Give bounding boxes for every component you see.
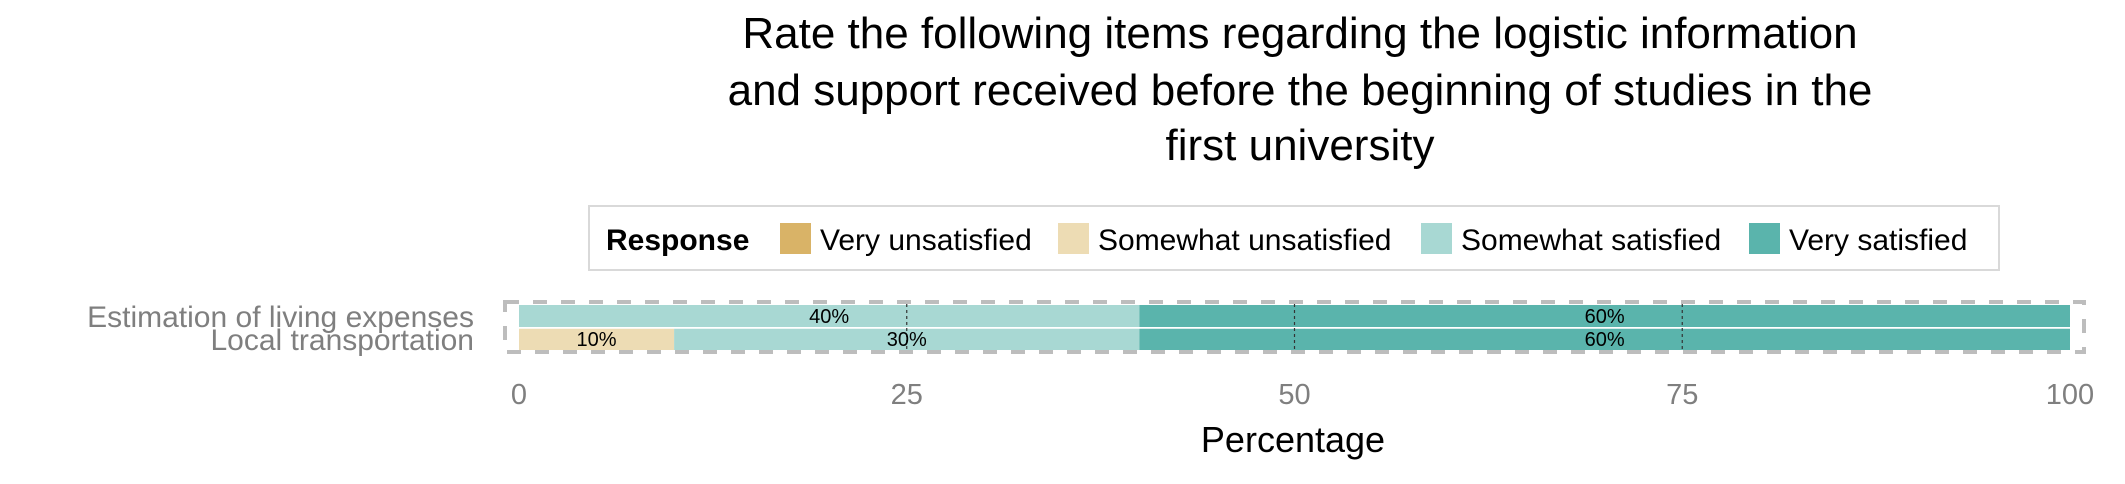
legend-swatch-somewhat-satisfied — [1421, 223, 1452, 254]
panel-border — [503, 300, 2086, 354]
bar-segment-very-satisfied — [1139, 305, 2070, 327]
x-tick-label: 100 — [2046, 379, 2094, 411]
data-label: 30% — [887, 329, 927, 351]
chart-title-line-3: first university — [1166, 121, 1435, 170]
chart-title: Rate the following items regarding the l… — [728, 9, 1873, 170]
x-tick-label: 0 — [511, 379, 527, 411]
data-label: 40% — [809, 306, 849, 328]
x-tick-label: 25 — [891, 379, 923, 411]
bar-segment-somewhat-unsatisfied — [519, 328, 675, 350]
x-tick-label: 75 — [1666, 379, 1698, 411]
legend-label-very-satisfied: Very satisfied — [1789, 224, 1967, 257]
x-tick-label: 50 — [1278, 379, 1310, 411]
category-label: Local transportation — [211, 324, 475, 357]
legend-label-very-unsatisfied: Very unsatisfied — [820, 224, 1032, 257]
x-axis-title: Percentage — [1201, 419, 1385, 460]
chart-title-line-1: Rate the following items regarding the l… — [742, 9, 1857, 58]
plot-area: 40% 60% 10% 30% 60% Estimation of living expe… — [87, 300, 2094, 411]
bar-segment-very-satisfied — [1139, 328, 2070, 350]
legend-label-somewhat-satisfied: Somewhat satisfied — [1461, 224, 1721, 257]
legend: Response Very unsatisfied Somewhat unsat… — [588, 205, 2000, 271]
legend-swatch-very-satisfied — [1749, 223, 1780, 254]
bar-segment-somewhat-satisfied — [674, 328, 1140, 350]
data-label: 60% — [1585, 329, 1625, 351]
legend-swatch-very-unsatisfied — [780, 223, 811, 254]
data-label: 10% — [577, 329, 617, 351]
bar-segment-somewhat-satisfied — [519, 305, 1140, 327]
legend-title: Response — [606, 224, 749, 257]
legend-swatch-somewhat-unsatisfied — [1058, 223, 1089, 254]
chart-title-line-2: and support received before the beginnin… — [728, 66, 1873, 115]
legend-label-somewhat-unsatisfied: Somewhat unsatisfied — [1098, 224, 1392, 257]
data-label: 60% — [1585, 306, 1625, 328]
category-label: Estimation of living expenses — [87, 301, 474, 334]
